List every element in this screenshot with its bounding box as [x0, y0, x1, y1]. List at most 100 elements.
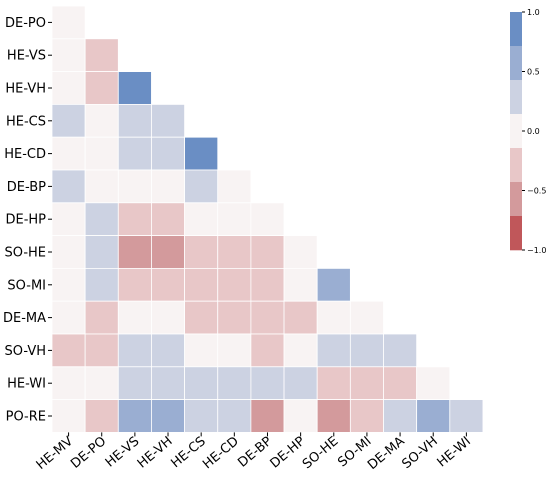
heatmap-cell-he-cd-he-vs	[117, 136, 152, 171]
heatmap-cell-po-re-so-he	[316, 399, 351, 433]
heatmap-cell-po-re-he-cd	[217, 399, 252, 433]
y-tick-label: SO-HE	[4, 246, 46, 261]
heatmap-cell-so-mi-he-vs	[117, 267, 152, 302]
y-tick-label: HE-CD	[4, 147, 46, 162]
x-tick-label: DE-PO	[68, 434, 109, 472]
heatmap-cell-he-cd-he-cs	[184, 136, 219, 171]
colorbar-tick-label: −1.0	[527, 246, 546, 255]
heatmap-cell-he-cd-de-po	[84, 136, 119, 171]
heatmap-cell-so-mi-so-he	[316, 267, 351, 302]
heatmap-cell-he-cd-he-vh	[151, 136, 185, 171]
heatmap-cell-so-vh-he-vs	[117, 333, 152, 368]
heatmap-cell-he-vh-he-vs	[117, 71, 152, 105]
y-tick-label: HE-WI	[7, 377, 46, 392]
heatmap-cell-he-vh-he-mv	[51, 71, 86, 105]
heatmap-cell-he-wi-de-po	[84, 366, 119, 400]
heatmap-cell-he-vh-de-po	[84, 71, 119, 105]
heatmap-cell-de-bp-de-po	[84, 169, 119, 204]
heatmap-cell-so-he-he-cs	[184, 235, 219, 269]
y-tick-label: SO-MI	[7, 278, 46, 293]
y-tick-label: PO-RE	[6, 410, 46, 425]
y-tick-label: DE-HP	[5, 213, 46, 228]
colorbar-tick-label: 1.0	[527, 8, 540, 17]
x-tick-label: HE-VH	[135, 434, 176, 472]
heatmap-cell-so-he-he-vs	[117, 235, 152, 269]
heatmap-cell-de-bp-he-cd	[217, 169, 252, 204]
heatmap-cell-de-bp-he-mv	[51, 169, 86, 204]
y-axis: DE-PO HE-VS HE-VH HE-CS HE-CD DE-BP DE-HP SO-HE…	[3, 16, 52, 425]
heatmap-cell-so-he-he-cd	[217, 235, 252, 269]
x-tick-label: HE-VS	[103, 434, 143, 471]
heatmap-cell-he-wi-he-cs	[184, 366, 219, 400]
heatmap-cell-de-hp-he-vh	[151, 202, 185, 237]
y-tick-label: HE-VS	[7, 49, 46, 64]
heatmap-cell-po-re-so-mi	[349, 399, 384, 433]
heatmap-cell-de-hp-he-mv	[51, 202, 86, 237]
x-axis: HE-MVDE-POHE-VSHE-VHHE-CSHE-CDDE-BPDE-HP…	[34, 432, 474, 473]
heatmap-cell-he-vs-de-po	[84, 38, 119, 72]
heatmap-cell-so-he-de-bp	[250, 235, 285, 269]
heatmap-cell-he-cs-he-vh	[151, 104, 185, 138]
heatmap-cell-he-cs-he-vs	[117, 104, 152, 138]
heatmap-cell-he-wi-he-vh	[151, 366, 185, 400]
x-tick-label: SO-VH	[399, 434, 440, 472]
colorbar-segment	[510, 148, 522, 183]
heatmap-cell-de-ma-he-cs	[184, 300, 219, 335]
heatmap-cell-de-ma-he-cd	[217, 300, 252, 335]
x-tick-label: HE-CS	[168, 434, 208, 471]
x-tick-label: SO-HE	[300, 434, 341, 472]
heatmap-cell-so-he-de-po	[84, 235, 119, 269]
heatmap-cell-de-bp-he-cs	[184, 169, 219, 204]
heatmap-cell-so-mi-he-mv	[51, 267, 86, 302]
heatmap-cell-de-ma-he-mv	[51, 300, 86, 335]
x-tick-label: HE-WI	[435, 434, 474, 470]
heatmap-cell-de-po-he-mv	[51, 5, 86, 40]
heatmap-cell-po-re-he-wi	[449, 399, 484, 433]
x-tick-label: DE-BP	[235, 434, 275, 471]
heatmap-cell-so-he-he-vh	[151, 235, 185, 269]
heatmap-cell-de-bp-he-vh	[151, 169, 185, 204]
heatmap-cell-po-re-he-cs	[184, 399, 219, 433]
heatmap-cell-de-ma-de-po	[84, 300, 119, 335]
heatmap-cell-de-ma-so-mi	[349, 300, 384, 335]
heatmap-cell-de-ma-so-he	[316, 300, 351, 335]
heatmap-cell-po-re-de-ma	[383, 399, 418, 433]
heatmap-cell-so-mi-de-bp	[250, 267, 285, 302]
heatmap-cells	[51, 5, 484, 433]
colorbar-tick-label: −0.5	[527, 187, 546, 196]
heatmap-cell-he-wi-he-mv	[51, 366, 86, 400]
x-tick-label: HE-MV	[34, 434, 77, 473]
colorbar-segment	[510, 182, 522, 217]
colorbar-segment	[510, 46, 522, 81]
heatmap-cell-so-mi-de-po	[84, 267, 119, 302]
heatmap-cell-po-re-so-vh	[416, 399, 451, 433]
heatmap-cell-de-hp-de-po	[84, 202, 119, 237]
heatmap-cell-so-vh-de-po	[84, 333, 119, 368]
heatmap-cell-po-re-de-bp	[250, 399, 285, 433]
colorbar-segment	[510, 114, 522, 149]
x-tick-label: DE-MA	[365, 434, 408, 473]
heatmap-cell-he-wi-de-hp	[283, 366, 318, 400]
heatmap-cell-de-ma-de-bp	[250, 300, 285, 335]
heatmap-cell-he-wi-he-vs	[117, 366, 152, 400]
heatmap-cell-he-wi-de-ma	[383, 366, 418, 400]
heatmap-cell-so-vh-so-mi	[349, 333, 384, 368]
heatmap-cell-de-hp-he-vs	[117, 202, 152, 237]
heatmap-cell-de-ma-he-vh	[151, 300, 185, 335]
heatmap-cell-so-mi-he-cs	[184, 267, 219, 302]
heatmap-cell-so-vh-de-ma	[383, 333, 418, 368]
heatmap-cell-he-vs-he-mv	[51, 38, 86, 72]
heatmap-cell-so-vh-he-vh	[151, 333, 185, 368]
heatmap-cell-he-cs-de-po	[84, 104, 119, 138]
heatmap-cell-po-re-de-hp	[283, 399, 318, 433]
heatmap-cell-de-ma-de-hp	[283, 300, 318, 335]
y-tick-label: HE-VH	[5, 82, 46, 97]
heatmap-cell-so-he-de-hp	[283, 235, 318, 269]
colorbar: 1.0 0.5 0.0 −0.5 −1.0	[510, 8, 546, 255]
heatmap-cell-he-wi-so-vh	[416, 366, 451, 400]
heatmap-cell-so-mi-he-vh	[151, 267, 185, 302]
heatmap-cell-de-hp-de-bp	[250, 202, 285, 237]
heatmap-cell-so-he-he-mv	[51, 235, 86, 269]
heatmap-cell-so-mi-he-cd	[217, 267, 252, 302]
